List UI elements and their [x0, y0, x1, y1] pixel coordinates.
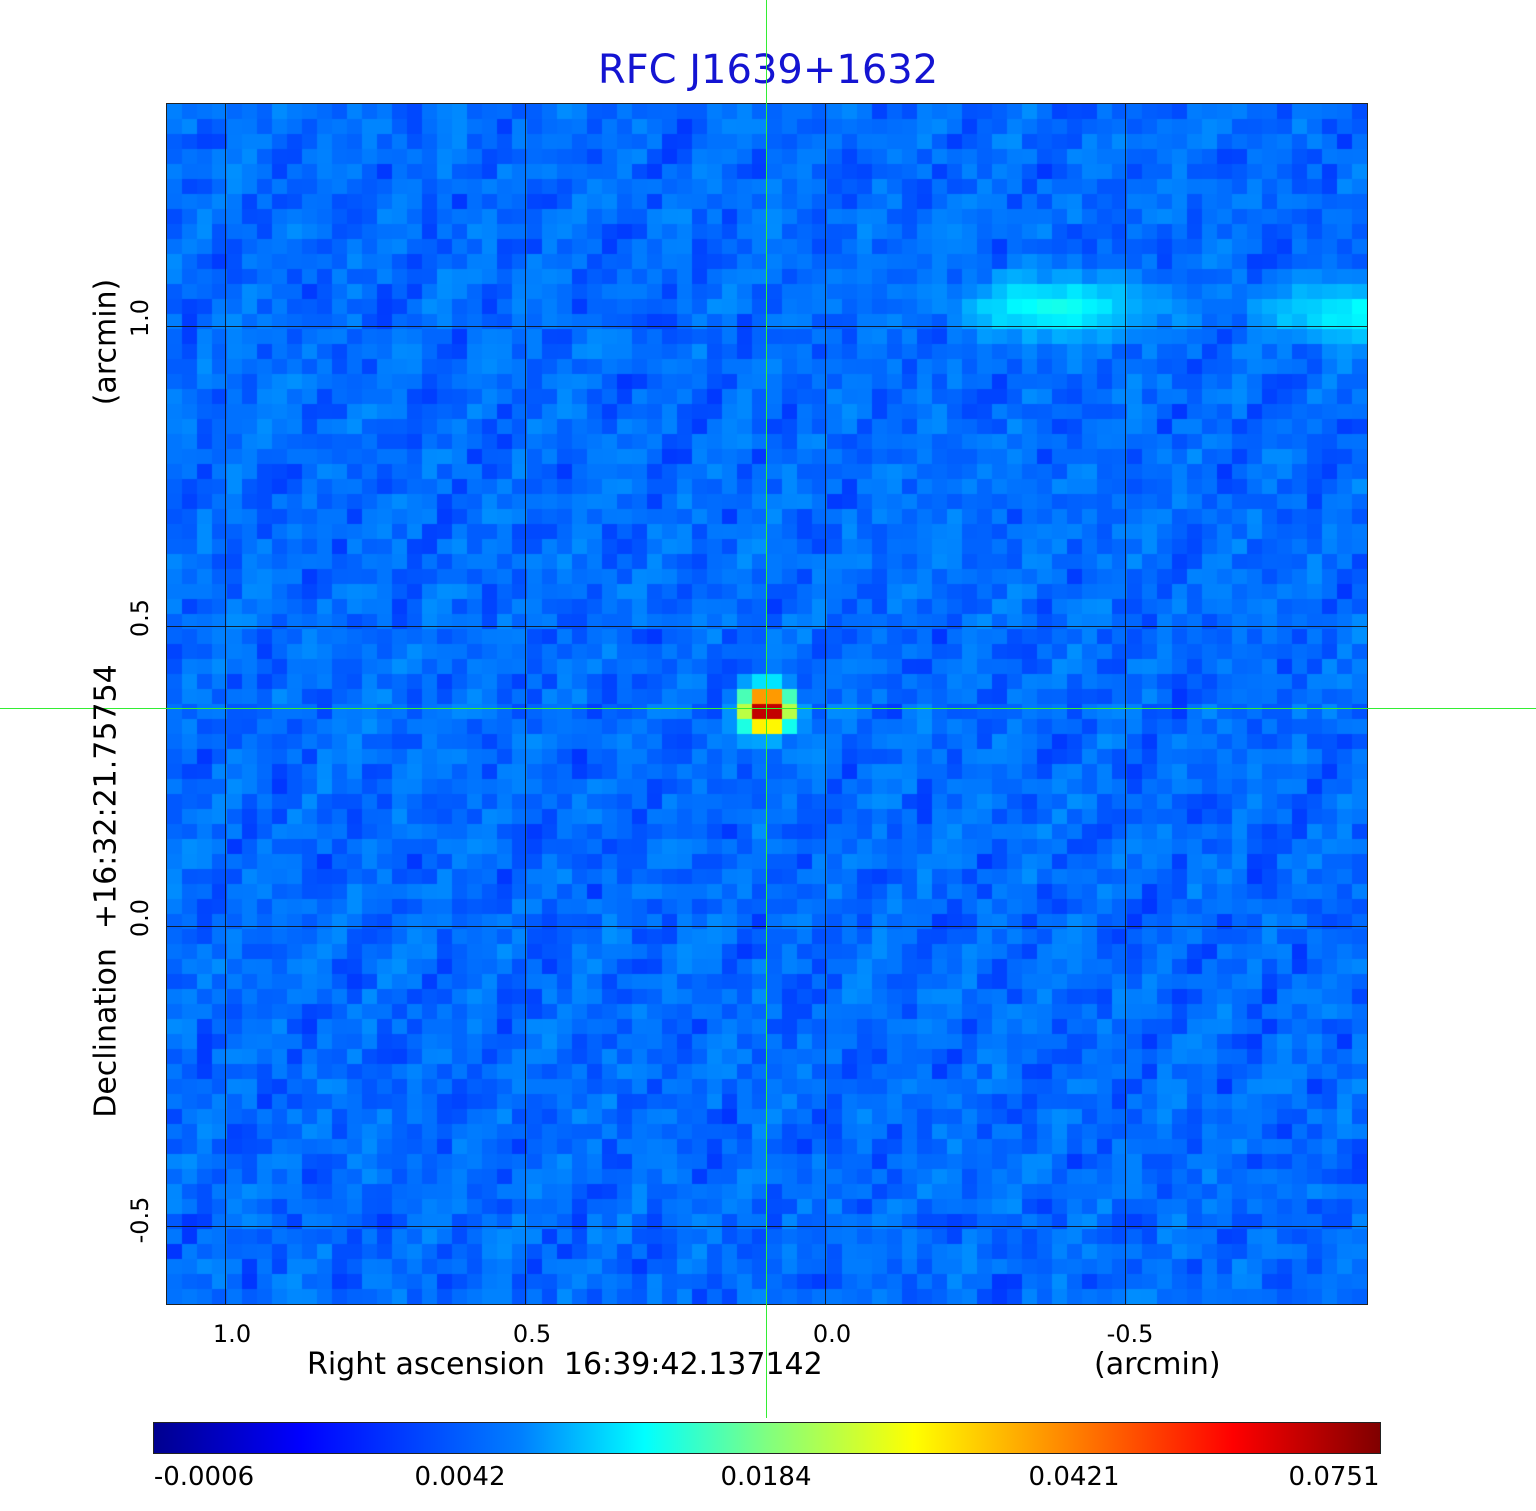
gridline-y-minus-0.5 — [167, 1226, 1367, 1227]
crosshair-vertical — [766, 0, 767, 1418]
colorbar-tick-label: 0.0042 — [414, 1462, 506, 1492]
x-axis-label: Right ascension 16:39:42.137142 — [307, 1347, 823, 1382]
colorbar-tick-label: 0.0184 — [720, 1462, 812, 1492]
gridline-x-0.5 — [525, 104, 526, 1304]
crosshair-horizontal — [0, 708, 1536, 709]
gridline-y-0.5 — [167, 626, 1367, 627]
y-axis-unit: (arcmin) — [88, 278, 124, 406]
x-tick-label: 0.5 — [512, 1320, 552, 1348]
y-tick-label: 1.0 — [126, 298, 154, 338]
y-tick-label: 0.5 — [126, 598, 154, 638]
gridline-y-1.0 — [167, 326, 1367, 327]
gridline-x-1.0 — [225, 104, 226, 1304]
colorbar — [153, 1422, 1381, 1454]
chart-title: RFC J1639+1632 — [597, 47, 939, 93]
y-axis-label: Declination +16:32:21.75754 — [88, 664, 124, 1118]
colorbar-tick-label: 0.0751 — [1288, 1462, 1380, 1492]
x-tick-label: 1.0 — [212, 1320, 252, 1348]
y-tick-label: 0.0 — [126, 898, 154, 938]
gridline-y-0.0 — [167, 926, 1367, 927]
colorbar-tick-label: 0.0421 — [1028, 1462, 1120, 1492]
plot-area — [166, 103, 1368, 1305]
colorbar-tick-label: -0.0006 — [153, 1462, 255, 1492]
heatmap-image — [167, 104, 1367, 1304]
x-tick-label: -0.5 — [1106, 1320, 1154, 1348]
y-tick-label: -0.5 — [126, 1196, 154, 1244]
x-axis-unit: (arcmin) — [1094, 1347, 1221, 1382]
gridline-x-0.0 — [825, 104, 826, 1304]
gridline-x-minus-0.5 — [1125, 104, 1126, 1304]
x-tick-label: 0.0 — [812, 1320, 852, 1348]
